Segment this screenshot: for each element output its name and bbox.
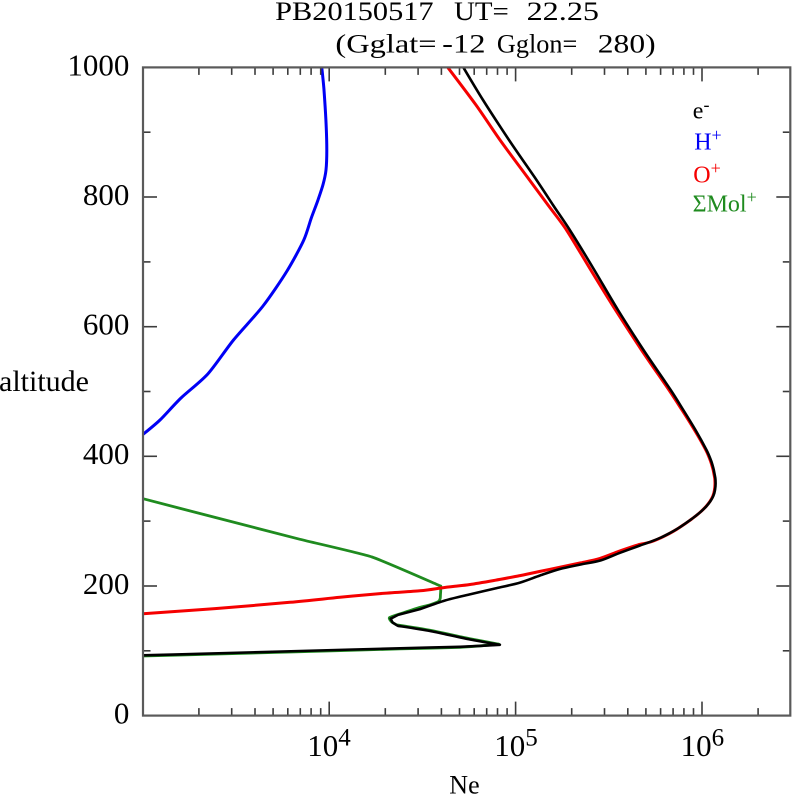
svg-text:200: 200: [83, 566, 130, 601]
svg-text:1000: 1000: [67, 47, 129, 82]
svg-text:Gglon=: Gglon=: [497, 29, 577, 58]
svg-text:UT=: UT=: [454, 0, 509, 26]
svg-text:280): 280): [598, 29, 656, 58]
svg-text:PB20150517: PB20150517: [275, 0, 433, 26]
svg-text:ΣMol+: ΣMol+: [693, 187, 757, 217]
svg-text:600: 600: [83, 307, 130, 342]
svg-text:400: 400: [83, 436, 130, 471]
svg-text:(Gglat=: (Gglat=: [335, 29, 436, 58]
svg-text:22.25: 22.25: [527, 0, 599, 26]
svg-text:800: 800: [83, 177, 130, 212]
svg-text:-12: -12: [442, 29, 485, 58]
svg-text:altitude: altitude: [0, 365, 89, 398]
svg-text:Ne: Ne: [449, 771, 479, 796]
svg-text:0: 0: [114, 696, 130, 731]
